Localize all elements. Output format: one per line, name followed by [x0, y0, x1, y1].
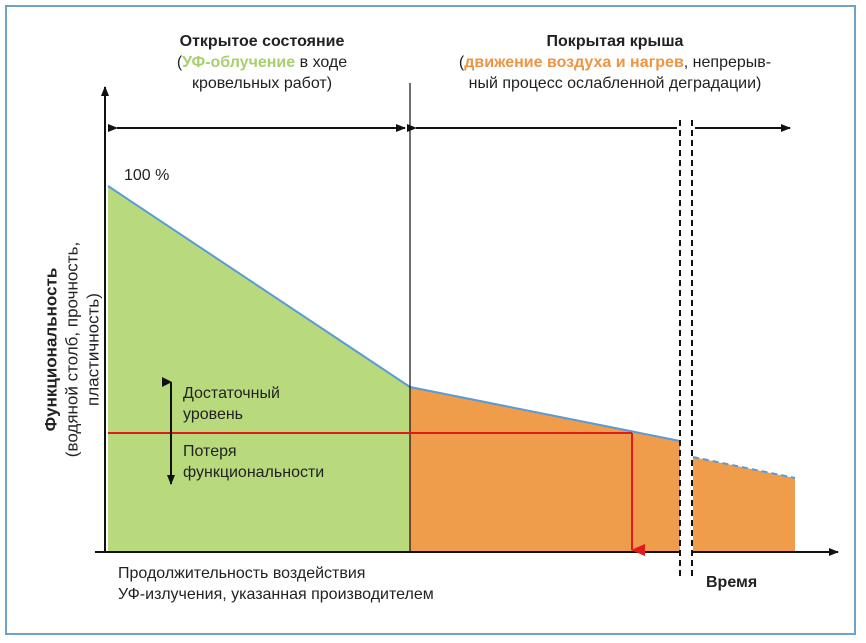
covered-roof-area [410, 387, 680, 552]
y-axis-label: Функциональность (водяной столб, прочнос… [41, 140, 104, 560]
functionality-line-dashed [692, 456, 796, 479]
loss-of-function-label: Потеря функциональности [183, 443, 325, 481]
diagram-frame [5, 5, 856, 635]
uv-highlight: УФ-облучение [182, 54, 296, 71]
y-axis-subtitle: (водяной столб, прочность, пластичность) [62, 241, 103, 458]
uv-note-line1: Продолжительность воздействия [118, 565, 366, 582]
uv-duration-note: Продолжительность воздействия УФ-излучен… [118, 563, 434, 605]
left-phase-text-line2: кровельных работ) [191, 75, 333, 92]
sufficient-level-label: Достаточный уровень [183, 385, 280, 423]
right-phase-text: , непрерыв- [683, 54, 772, 71]
right-phase-text-line2: ный процесс ослабленной деградации) [468, 75, 762, 92]
right-phase-heading: Покрытая крыша (движение воздуха и нагре… [420, 31, 810, 94]
y-axis-title: Функциональность [41, 267, 61, 432]
uv-exposure-area [108, 186, 410, 552]
right-phase-title: Покрытая крыша [546, 33, 684, 50]
paren: ( [458, 54, 465, 71]
uv-note-line2: УФ-излучения, указанная производителем [118, 586, 434, 603]
left-phase-title: Открытое состояние [179, 33, 345, 50]
air-heat-highlight: движение воздуха и нагрев [464, 54, 684, 71]
left-phase-heading: Открытое состояние (УФ-облучение в ходе … [112, 31, 412, 94]
covered-roof-area-extended [693, 457, 795, 552]
left-phase-text: в ходе [295, 54, 348, 71]
paren: ( [176, 54, 183, 71]
x-axis-title: Время [706, 574, 758, 591]
start-label: 100 % [124, 167, 170, 184]
